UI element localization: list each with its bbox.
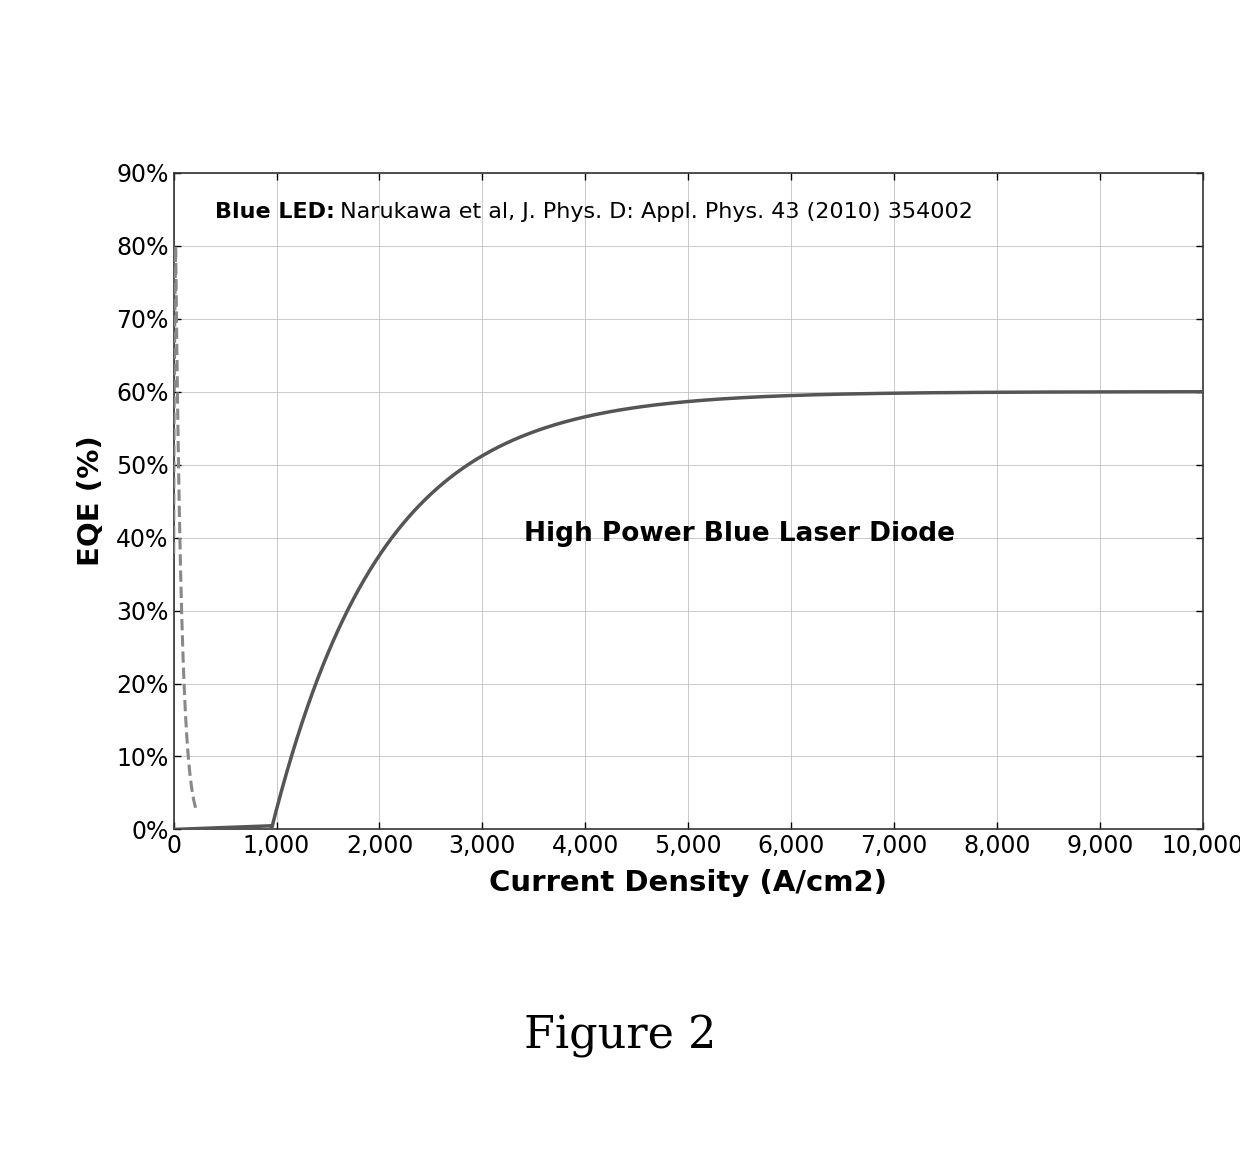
Text: Figure 2: Figure 2 xyxy=(523,1015,717,1059)
X-axis label: Current Density (A/cm2): Current Density (A/cm2) xyxy=(490,870,887,897)
Text: Narukawa et al, J. Phys. D: Appl. Phys. 43 (2010) 354002: Narukawa et al, J. Phys. D: Appl. Phys. … xyxy=(334,203,973,222)
Y-axis label: EQE (%): EQE (%) xyxy=(77,435,105,567)
Text: Blue LED:: Blue LED: xyxy=(215,203,335,222)
Text: High Power Blue Laser Diode: High Power Blue Laser Diode xyxy=(523,521,955,547)
